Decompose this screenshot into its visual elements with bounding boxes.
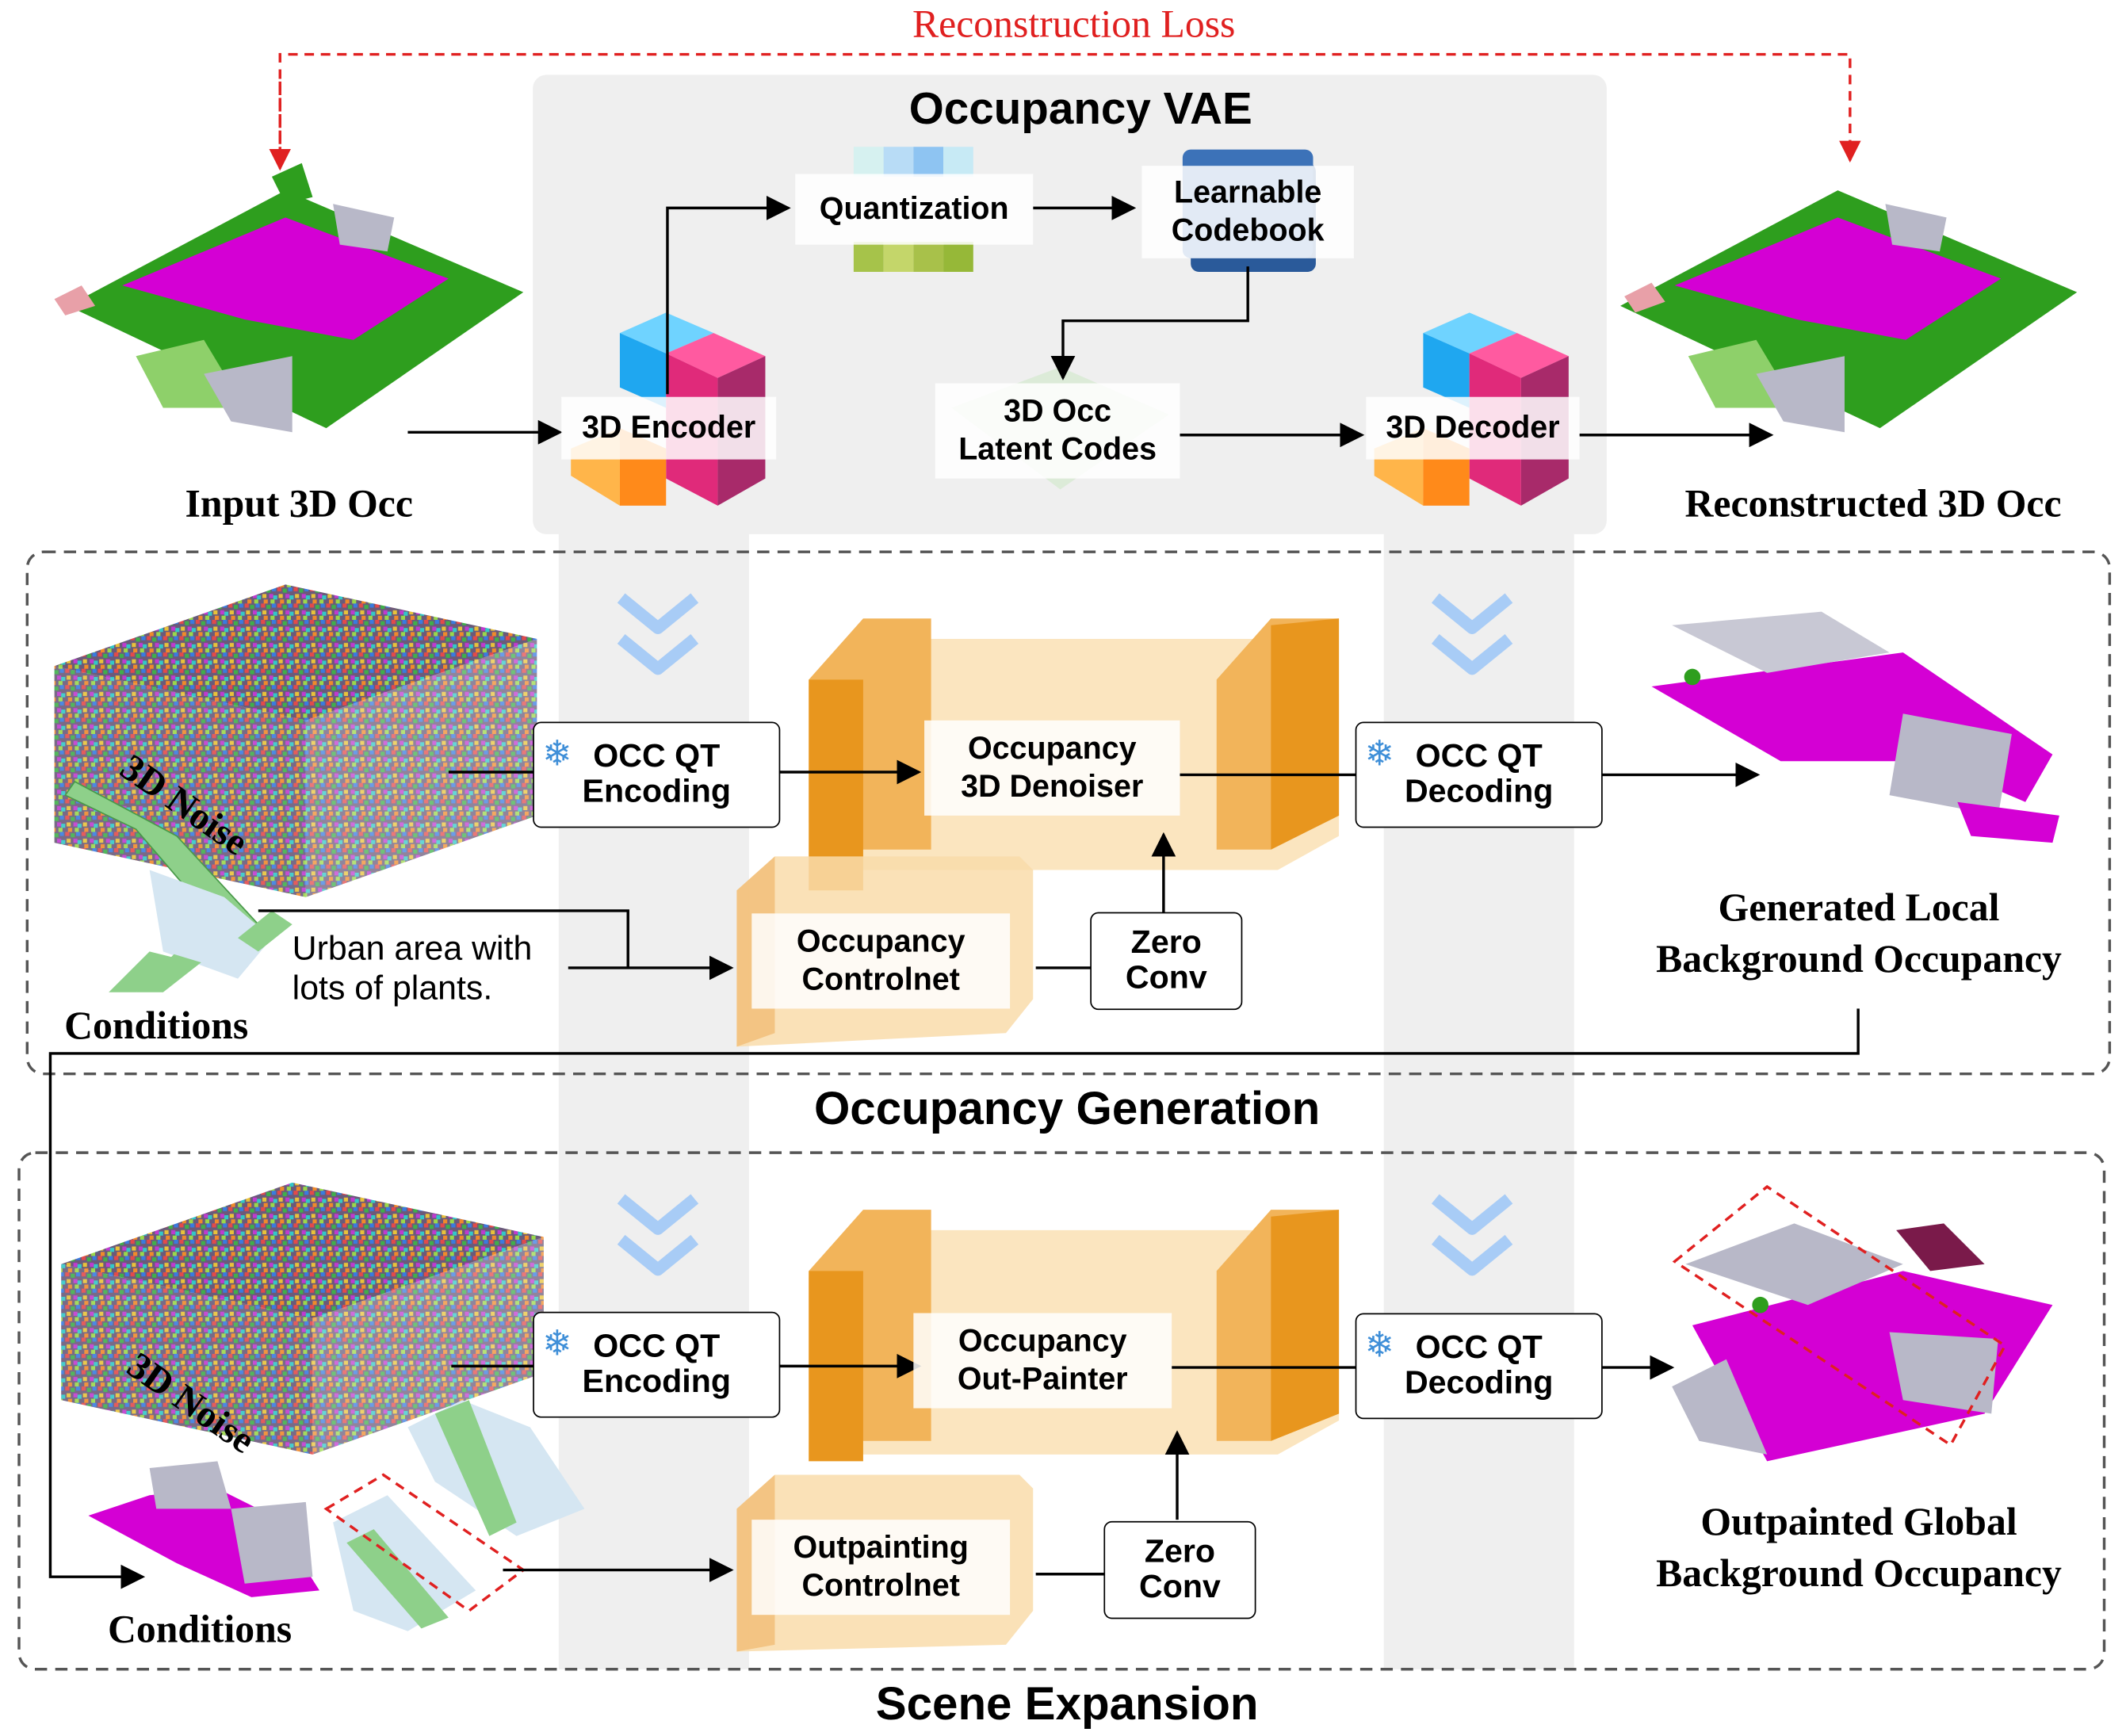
input-occ-label: Input 3D Occ [185,483,413,527]
reconstructed-occ-label: Reconstructed 3D Occ [1684,483,2062,527]
decoder-band [1383,516,1574,1669]
encoding-exp-line-1: OCC QT [593,1327,721,1364]
noise-volume-exp [61,1182,544,1455]
outpaint-output-region-box [1672,1184,2007,1447]
outpainter-box: Occupancy Out-Painter [913,1313,1172,1409]
noise-volume-gen [54,584,537,897]
outpainter-line-2: Out-Painter [957,1360,1128,1397]
double-chevron-down-icon [617,593,1513,1276]
generated-line-1: Generated Local [1718,886,2000,931]
snowflake-icon: ❄ [1364,732,1395,774]
quantization-box: Quantization [795,174,1034,245]
denoiser-line-1: Occupancy [967,730,1137,767]
zero-conv-exp: Zero Conv [1103,1520,1256,1619]
occ-qt-decoding-gen: ❄ OCC QT Decoding [1355,721,1603,828]
occ-qt-decoding-exp: ❄ OCC QT Decoding [1355,1313,1603,1420]
snowflake-icon: ❄ [542,732,572,774]
occ-qt-encoding-exp: ❄ OCC QT Encoding [533,1311,781,1418]
decoding-gen-line-1: OCC QT [1415,737,1543,774]
controlnet-gen-line-2: Controlnet [801,961,960,996]
outpaint-condition-render [88,1461,319,1597]
decoding-exp-line-1: OCC QT [1415,1329,1543,1366]
generation-section-title: Occupancy Generation [813,1084,1321,1136]
prompt-line-1: Urban area with [292,930,533,969]
generated-line-2: Background Occupancy [1656,938,2062,982]
generated-local-occupancy-render [1651,611,2059,843]
reconstruction-loss-label: Reconstruction Loss [912,2,1236,47]
reconstructed-occupancy-render [1620,190,2078,433]
latent-codes-box: 3D Occ Latent Codes [935,383,1180,479]
quantization-label: Quantization [819,190,1009,227]
encoding-exp-line-2: Encoding [582,1363,731,1401]
controlnet-gen-line-1: Occupancy [796,923,965,959]
zero-conv-gen: Zero Conv [1090,912,1243,1011]
codebook-box: Learnable Codebook [1141,166,1354,258]
input-occupancy-render [54,163,524,433]
zero-conv-exp-line-2: Conv [1139,1568,1221,1606]
outpainted-global-occupancy-render [1672,1223,2053,1462]
zero-conv-gen-line-1: Zero [1130,923,1202,961]
snowflake-icon: ❄ [1364,1324,1395,1365]
occ-qt-encoding-gen: ❄ OCC QT Encoding [533,721,781,828]
outpainter-line-1: Occupancy [958,1323,1127,1359]
road-layout-condition [64,780,293,992]
conditions-label-gen: Conditions [64,1004,249,1049]
zero-conv-gen-line-2: Conv [1125,959,1207,996]
decoding-gen-line-2: Decoding [1404,773,1554,811]
generation-frame [25,550,2112,1076]
encoding-gen-line-1: OCC QT [593,737,721,774]
outpainted-global-label: Outpainted Global Background Occupancy [1624,1495,2093,1604]
decoder-label: 3D Decoder [1386,409,1560,445]
conditions-label-exp: Conditions [107,1608,293,1653]
outpainted-line-2: Background Occupancy [1656,1552,2062,1596]
codebook-line-2: Codebook [1171,212,1325,248]
vae-title: Occupancy VAE [908,82,1252,134]
quantization-grid [853,147,973,272]
outpaint-road-layout [333,1400,585,1631]
prompt-line-2: lots of plants. [292,969,493,1008]
expansion-section-title: Scene Expansion [875,1679,1259,1731]
encoding-gen-line-2: Encoding [582,773,731,811]
text-prompt: Urban area with lots of plants. [293,922,578,1017]
denoiser-line-2: 3D Denoiser [961,767,1144,804]
zero-conv-exp-line-1: Zero [1144,1532,1216,1570]
controlnet-gen-box: Occupancy Controlnet [751,913,1011,1009]
codebook-line-1: Learnable [1174,174,1322,210]
latent-line-2: Latent Codes [958,430,1157,467]
controlnet-exp-line-2: Controlnet [801,1567,960,1603]
controlnet-exp-box: Outpainting Controlnet [751,1520,1011,1616]
denoiser-box: Occupancy 3D Denoiser [924,720,1180,816]
controlnet-exp-line-1: Outpainting [793,1529,969,1566]
latent-line-1: 3D Occ [1004,393,1112,429]
decoding-exp-line-2: Decoding [1404,1364,1554,1401]
generated-local-label: Generated Local Background Occupancy [1624,881,2093,989]
encoder-box: 3D Encoder [561,396,777,460]
encoder-label: 3D Encoder [582,409,756,445]
outpainted-line-1: Outpainted Global [1700,1501,2017,1545]
decoder-box: 3D Decoder [1366,396,1580,460]
expansion-frame [17,1151,2106,1671]
snowflake-icon: ❄ [542,1322,572,1363]
encoder-band [558,516,749,1669]
